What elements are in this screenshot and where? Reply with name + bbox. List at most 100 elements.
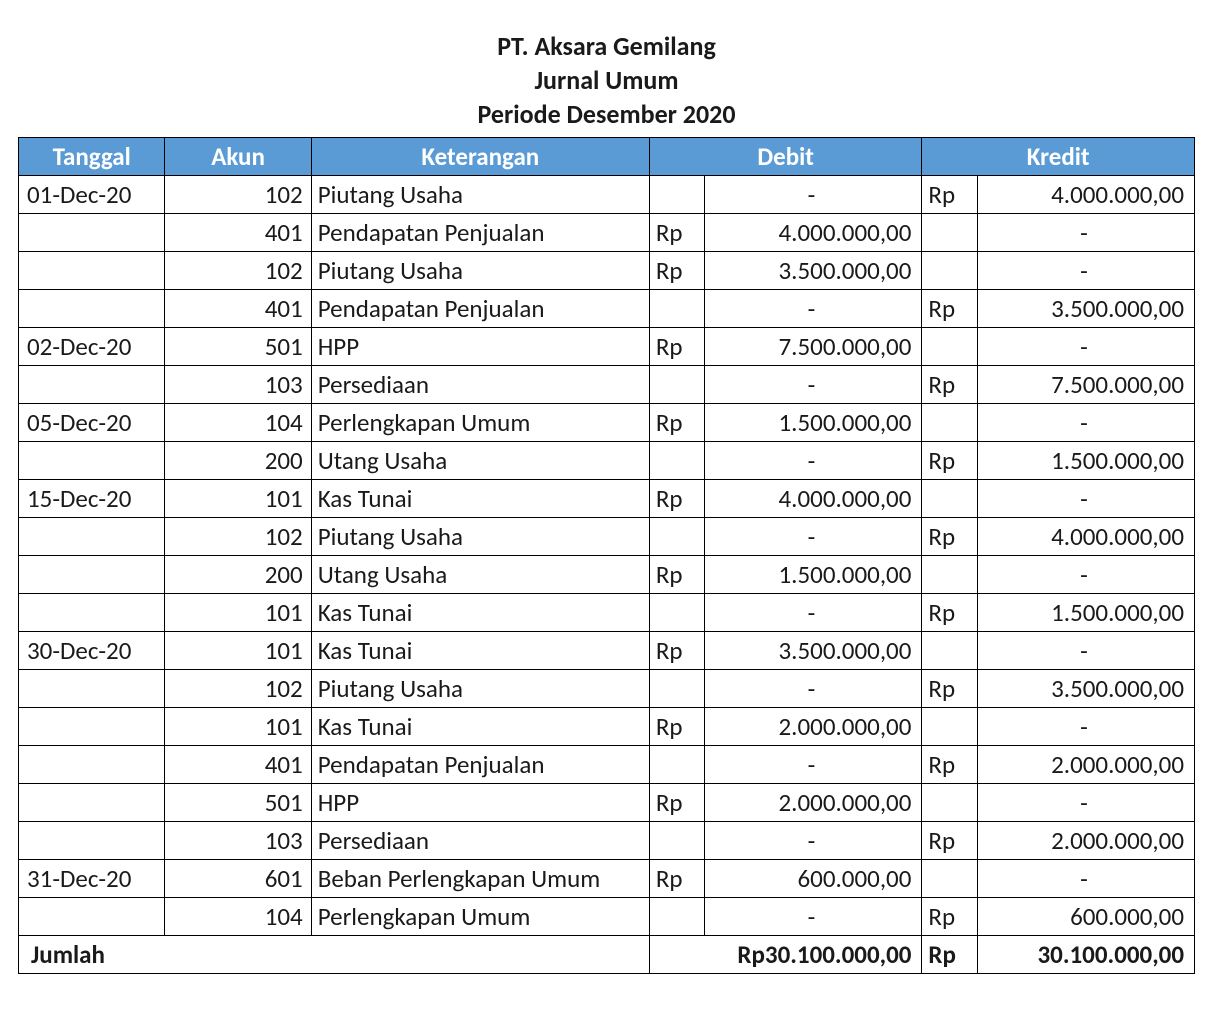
cell-debit_cur — [649, 366, 705, 404]
company-name: PT. Aksara Gemilang — [18, 30, 1195, 64]
cell-ket: Piutang Usaha — [311, 176, 649, 214]
cell-kredit_cur: Rp — [922, 176, 978, 214]
cell-kredit: - — [977, 632, 1194, 670]
table-row: 02-Dec-20501HPPRp7.500.000,00- — [19, 328, 1195, 366]
cell-kredit_cur — [922, 480, 978, 518]
cell-kredit: - — [977, 708, 1194, 746]
cell-tanggal: 31-Dec-20 — [19, 860, 165, 898]
cell-akun: 601 — [165, 860, 311, 898]
cell-kredit_cur: Rp — [922, 670, 978, 708]
cell-kredit_cur — [922, 784, 978, 822]
total-row: JumlahRp30.100.000,00Rp30.100.000,00 — [19, 936, 1195, 974]
cell-tanggal: 15-Dec-20 — [19, 480, 165, 518]
table-row: 101Kas Tunai-Rp1.500.000,00 — [19, 594, 1195, 632]
cell-tanggal — [19, 670, 165, 708]
cell-kredit_cur — [922, 556, 978, 594]
cell-kredit_cur: Rp — [922, 518, 978, 556]
cell-ket: Persediaan — [311, 366, 649, 404]
cell-ket: Pendapatan Penjualan — [311, 746, 649, 784]
cell-kredit: - — [977, 252, 1194, 290]
cell-akun: 401 — [165, 746, 311, 784]
cell-akun: 103 — [165, 822, 311, 860]
cell-ket: HPP — [311, 328, 649, 366]
cell-ket: Piutang Usaha — [311, 518, 649, 556]
cell-akun: 101 — [165, 632, 311, 670]
table-row: 31-Dec-20601Beban Perlengkapan UmumRp600… — [19, 860, 1195, 898]
cell-debit_cur — [649, 898, 705, 936]
cell-debit_cur — [649, 176, 705, 214]
cell-ket: Beban Perlengkapan Umum — [311, 860, 649, 898]
cell-kredit_cur — [922, 214, 978, 252]
cell-kredit: - — [977, 328, 1194, 366]
cell-kredit: 1.500.000,00 — [977, 594, 1194, 632]
cell-ket: Utang Usaha — [311, 442, 649, 480]
cell-ket: Utang Usaha — [311, 556, 649, 594]
cell-debit: 600.000,00 — [705, 860, 922, 898]
cell-debit_cur: Rp — [649, 860, 705, 898]
table-row: 102Piutang Usaha-Rp3.500.000,00 — [19, 670, 1195, 708]
cell-ket: Pendapatan Penjualan — [311, 214, 649, 252]
cell-debit_cur: Rp — [649, 328, 705, 366]
total-label: Jumlah — [19, 936, 650, 974]
cell-kredit: 3.500.000,00 — [977, 670, 1194, 708]
cell-debit: 2.000.000,00 — [705, 784, 922, 822]
cell-akun: 101 — [165, 708, 311, 746]
cell-debit: 4.000.000,00 — [705, 214, 922, 252]
table-row: 05-Dec-20104Perlengkapan UmumRp1.500.000… — [19, 404, 1195, 442]
cell-debit: - — [705, 746, 922, 784]
cell-tanggal — [19, 708, 165, 746]
table-row: 401Pendapatan Penjualan-Rp2.000.000,00 — [19, 746, 1195, 784]
report-period: Periode Desember 2020 — [18, 98, 1195, 132]
journal-table: Tanggal Akun Keterangan Debit Kredit 01-… — [18, 137, 1195, 974]
report-name: Jurnal Umum — [18, 64, 1195, 98]
cell-debit: - — [705, 366, 922, 404]
cell-akun: 401 — [165, 214, 311, 252]
cell-tanggal — [19, 442, 165, 480]
cell-kredit_cur: Rp — [922, 442, 978, 480]
cell-akun: 101 — [165, 594, 311, 632]
cell-debit_cur — [649, 746, 705, 784]
cell-tanggal — [19, 290, 165, 328]
cell-debit_cur — [649, 442, 705, 480]
col-kredit: Kredit — [922, 138, 1195, 176]
cell-tanggal: 30-Dec-20 — [19, 632, 165, 670]
cell-debit: - — [705, 176, 922, 214]
table-header-row: Tanggal Akun Keterangan Debit Kredit — [19, 138, 1195, 176]
cell-kredit_cur — [922, 632, 978, 670]
cell-debit_cur: Rp — [649, 404, 705, 442]
cell-akun: 101 — [165, 480, 311, 518]
cell-kredit: 600.000,00 — [977, 898, 1194, 936]
cell-tanggal — [19, 594, 165, 632]
table-row: 401Pendapatan PenjualanRp4.000.000,00- — [19, 214, 1195, 252]
table-row: 102Piutang UsahaRp3.500.000,00- — [19, 252, 1195, 290]
cell-akun: 200 — [165, 442, 311, 480]
col-tanggal: Tanggal — [19, 138, 165, 176]
cell-tanggal — [19, 214, 165, 252]
cell-ket: Piutang Usaha — [311, 252, 649, 290]
table-row: 15-Dec-20101Kas TunaiRp4.000.000,00- — [19, 480, 1195, 518]
table-row: 103Persediaan-Rp7.500.000,00 — [19, 366, 1195, 404]
cell-kredit: - — [977, 404, 1194, 442]
cell-debit: 3.500.000,00 — [705, 632, 922, 670]
cell-tanggal — [19, 822, 165, 860]
cell-debit: 3.500.000,00 — [705, 252, 922, 290]
cell-tanggal: 05-Dec-20 — [19, 404, 165, 442]
cell-tanggal: 01-Dec-20 — [19, 176, 165, 214]
cell-ket: Persediaan — [311, 822, 649, 860]
cell-debit: - — [705, 898, 922, 936]
cell-akun: 102 — [165, 252, 311, 290]
cell-akun: 401 — [165, 290, 311, 328]
cell-debit_cur: Rp — [649, 632, 705, 670]
cell-debit_cur: Rp — [649, 480, 705, 518]
cell-akun: 104 — [165, 898, 311, 936]
table-row: 501HPPRp2.000.000,00- — [19, 784, 1195, 822]
cell-debit_cur: Rp — [649, 784, 705, 822]
cell-kredit: 3.500.000,00 — [977, 290, 1194, 328]
cell-debit: - — [705, 822, 922, 860]
cell-akun: 103 — [165, 366, 311, 404]
cell-akun: 102 — [165, 670, 311, 708]
cell-debit_cur — [649, 518, 705, 556]
cell-ket: Perlengkapan Umum — [311, 404, 649, 442]
cell-debit: - — [705, 290, 922, 328]
cell-kredit: - — [977, 860, 1194, 898]
